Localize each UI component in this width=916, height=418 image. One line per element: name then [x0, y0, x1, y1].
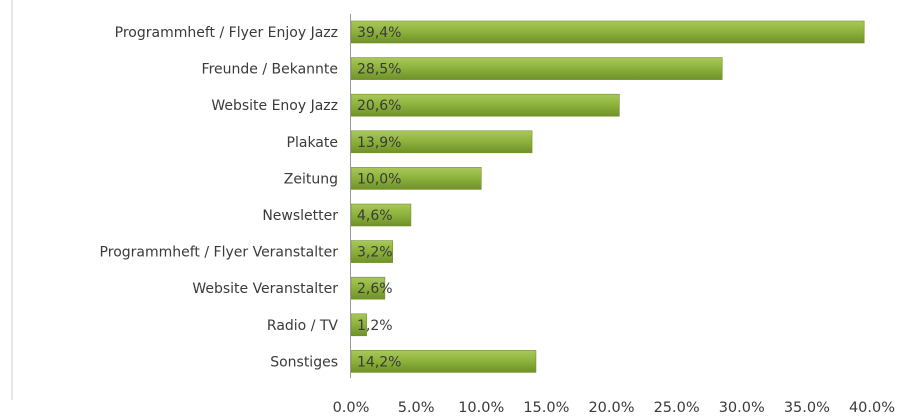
category-label-zeitung: Zeitung: [284, 171, 338, 187]
labels-layer: Programmheft / Flyer Enjoy Jazz 39,4% Freu…: [100, 25, 402, 370]
value-label-radio-tv: 1,2%: [357, 318, 393, 334]
category-label-programmheft-flyer-veranstalter: Programmheft / Flyer Veranstalter: [100, 245, 339, 261]
category-label-plakate: Plakate: [287, 135, 338, 151]
category-label-radio-tv: Radio / TV: [267, 318, 339, 334]
category-label-newsletter: Newsletter: [262, 208, 338, 224]
x-tick-label: 0.0%: [333, 400, 370, 416]
bar-programmheft-flyer-enjoy-jazz: [350, 20, 865, 44]
bars-layer: [350, 20, 865, 373]
value-label-programmheft-flyer-enjoy-jazz: 39,4%: [357, 25, 401, 41]
value-label-website-enoy-jazz: 20,6%: [357, 98, 401, 114]
x-axis-ticks: 0.0% 5.0% 10.0% 15.0% 20.0% 25.0% 30.0% 35.0% 40…: [333, 400, 895, 416]
x-tick-label: 20.0%: [588, 400, 634, 416]
value-label-newsletter: 4,6%: [357, 208, 393, 224]
value-label-plakate: 13,9%: [357, 135, 401, 151]
x-tick-label: 35.0%: [784, 400, 830, 416]
x-tick-label: 40.0%: [849, 400, 895, 416]
category-label-website-enoy-jazz: Website Enoy Jazz: [211, 98, 338, 114]
value-label-programmheft-flyer-veranstalter: 3,2%: [357, 245, 393, 261]
x-tick-label: 10.0%: [458, 400, 504, 416]
category-label-freunde-bekannte: Freunde / Bekannte: [202, 62, 338, 78]
category-label-sonstiges: Sonstiges: [270, 354, 338, 370]
x-tick-label: 30.0%: [719, 400, 765, 416]
bar-freunde-bekannte: [350, 57, 723, 80]
x-tick-label: 5.0%: [398, 400, 435, 416]
category-label-programmheft-flyer-enjoy-jazz: Programmheft / Flyer Enjoy Jazz: [115, 25, 338, 41]
value-label-sonstiges: 14,2%: [357, 354, 401, 370]
value-label-zeitung: 10,0%: [357, 171, 401, 187]
x-tick-label: 25.0%: [654, 400, 700, 416]
category-label-website-veranstalter: Website Veranstalter: [192, 281, 338, 297]
value-label-freunde-bekannte: 28,5%: [357, 62, 401, 78]
value-label-website-veranstalter: 2,6%: [357, 281, 393, 297]
x-tick-label: 15.0%: [523, 400, 569, 416]
